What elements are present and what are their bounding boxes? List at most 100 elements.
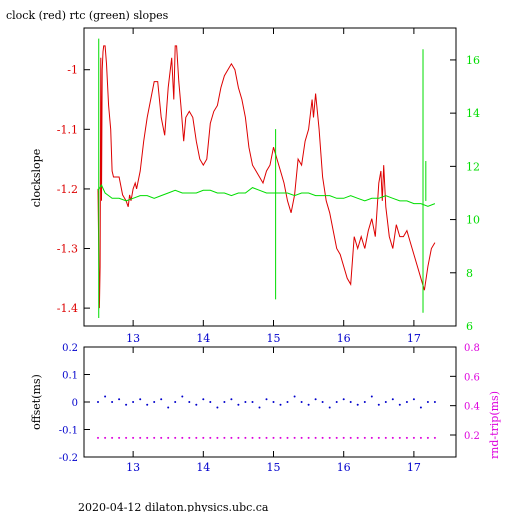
offset-point	[97, 401, 99, 403]
round-trip-point	[293, 436, 296, 439]
top-y-axis-label: clockslope	[30, 149, 43, 207]
round-trip-point	[398, 436, 401, 439]
offset-point	[237, 403, 240, 406]
y-tick-label: -1.3	[57, 243, 78, 256]
round-trip-point	[188, 436, 191, 439]
offset-point	[265, 398, 268, 401]
round-trip-point	[370, 436, 373, 439]
round-trip-point	[174, 436, 177, 439]
y-tick-label: -0.2	[59, 453, 78, 464]
y2-tick-label: 0.4	[464, 402, 480, 413]
round-trip-point	[335, 436, 338, 439]
offset-point	[398, 403, 401, 406]
offset-point	[202, 398, 205, 401]
offset-point	[328, 406, 331, 409]
round-trip-point	[321, 436, 324, 439]
round-trip-point	[230, 436, 233, 439]
round-trip-point	[314, 436, 317, 439]
round-trip-point	[153, 436, 156, 439]
y2-tick-label: 0.6	[464, 372, 480, 383]
round-trip-point	[118, 436, 121, 439]
y2-tick-label: 0.8	[464, 343, 480, 354]
offset-point	[209, 401, 212, 403]
offset-point	[125, 403, 128, 406]
round-trip-point	[181, 436, 184, 439]
bottom-axis-ticks: 13 14 15 16 17 0.2 0.1 0 -0.1 -0.2 0.8 0.6 0.4 0.2	[59, 343, 480, 474]
x-tick-label: 13	[126, 461, 140, 474]
round-trip-point	[223, 436, 226, 439]
bottom-series-layer	[97, 395, 436, 439]
round-trip-point	[391, 436, 394, 439]
offset-point	[244, 401, 247, 403]
offset-point	[216, 406, 219, 409]
offset-point	[223, 401, 226, 403]
round-trip-point	[195, 436, 198, 439]
offset-point	[433, 401, 436, 403]
round-trip-point	[349, 436, 352, 439]
y-tick-label: -0.1	[59, 426, 78, 437]
offset-point	[258, 406, 261, 409]
round-trip-point	[146, 436, 149, 439]
offset-point	[370, 395, 373, 398]
round-trip-point	[104, 436, 107, 439]
offset-point	[335, 401, 338, 403]
round-trip-point	[307, 436, 310, 439]
offset-point	[356, 403, 359, 406]
round-trip-point	[202, 436, 205, 439]
round-trip-point	[377, 436, 380, 439]
round-trip-point	[125, 436, 128, 439]
x-tick-label: 16	[337, 461, 351, 474]
round-trip-point	[272, 436, 275, 439]
offset-point	[342, 398, 345, 401]
y-tick-label: -1.2	[57, 183, 78, 196]
x-tick-label: 16	[337, 332, 351, 345]
round-trip-point	[209, 436, 212, 439]
offset-point	[174, 401, 177, 403]
top-panel: 13 14 15 16 17 -1 -1.1 -1.2 -1.3 -1.4 16 14 12 10 8 6 c…	[30, 27, 480, 345]
offset-point	[419, 406, 422, 409]
offset-point	[307, 403, 310, 406]
offset-point	[314, 398, 317, 401]
offset-point	[153, 401, 156, 403]
round-trip-point	[356, 436, 359, 439]
y2-tick-label: 0.2	[464, 431, 480, 442]
offset-point	[181, 395, 184, 398]
offset-point	[321, 401, 324, 403]
x-tick-label: 17	[407, 332, 421, 345]
bottom-y-axis-label: offset(ms)	[30, 374, 43, 430]
top-axis-ticks: 13 14 15 16 17 -1 -1.1 -1.2 -1.3 -1.4 16 14 12 10 8 6	[57, 28, 480, 345]
offset-point	[286, 401, 289, 403]
round-trip-point	[237, 436, 240, 439]
round-trip-point	[160, 436, 163, 439]
offset-point	[251, 401, 254, 403]
round-trip-point	[132, 436, 135, 439]
round-trip-point	[419, 436, 422, 439]
offset-point	[195, 403, 198, 406]
offset-point	[412, 398, 415, 401]
x-tick-label: 13	[126, 332, 140, 345]
offset-point	[118, 398, 121, 401]
top-plot-frame	[83, 27, 457, 327]
chart-title: clock (red) rtc (green) slopes	[6, 9, 169, 22]
round-trip-point	[216, 436, 219, 439]
y-tick-label: -1	[67, 64, 78, 77]
round-trip-point	[342, 436, 345, 439]
round-trip-point	[433, 436, 436, 439]
offset-point	[188, 401, 191, 403]
bottom-y2-axis-label: rnd-trip(ms)	[488, 391, 501, 459]
round-trip-point	[328, 436, 331, 439]
y-tick-label: 0	[72, 398, 78, 409]
offset-point	[391, 398, 394, 401]
offset-point	[349, 401, 352, 403]
x-tick-label: 15	[267, 332, 281, 345]
x-tick-label: 15	[267, 461, 281, 474]
x-tick-label: 17	[407, 461, 421, 474]
rtc-slope-series	[97, 183, 436, 207]
offset-point	[272, 401, 275, 403]
y-tick-label: -1.1	[57, 123, 78, 136]
offset-point	[104, 395, 107, 398]
round-trip-point	[384, 436, 387, 439]
offset-point	[384, 401, 387, 403]
round-trip-point	[412, 436, 415, 439]
